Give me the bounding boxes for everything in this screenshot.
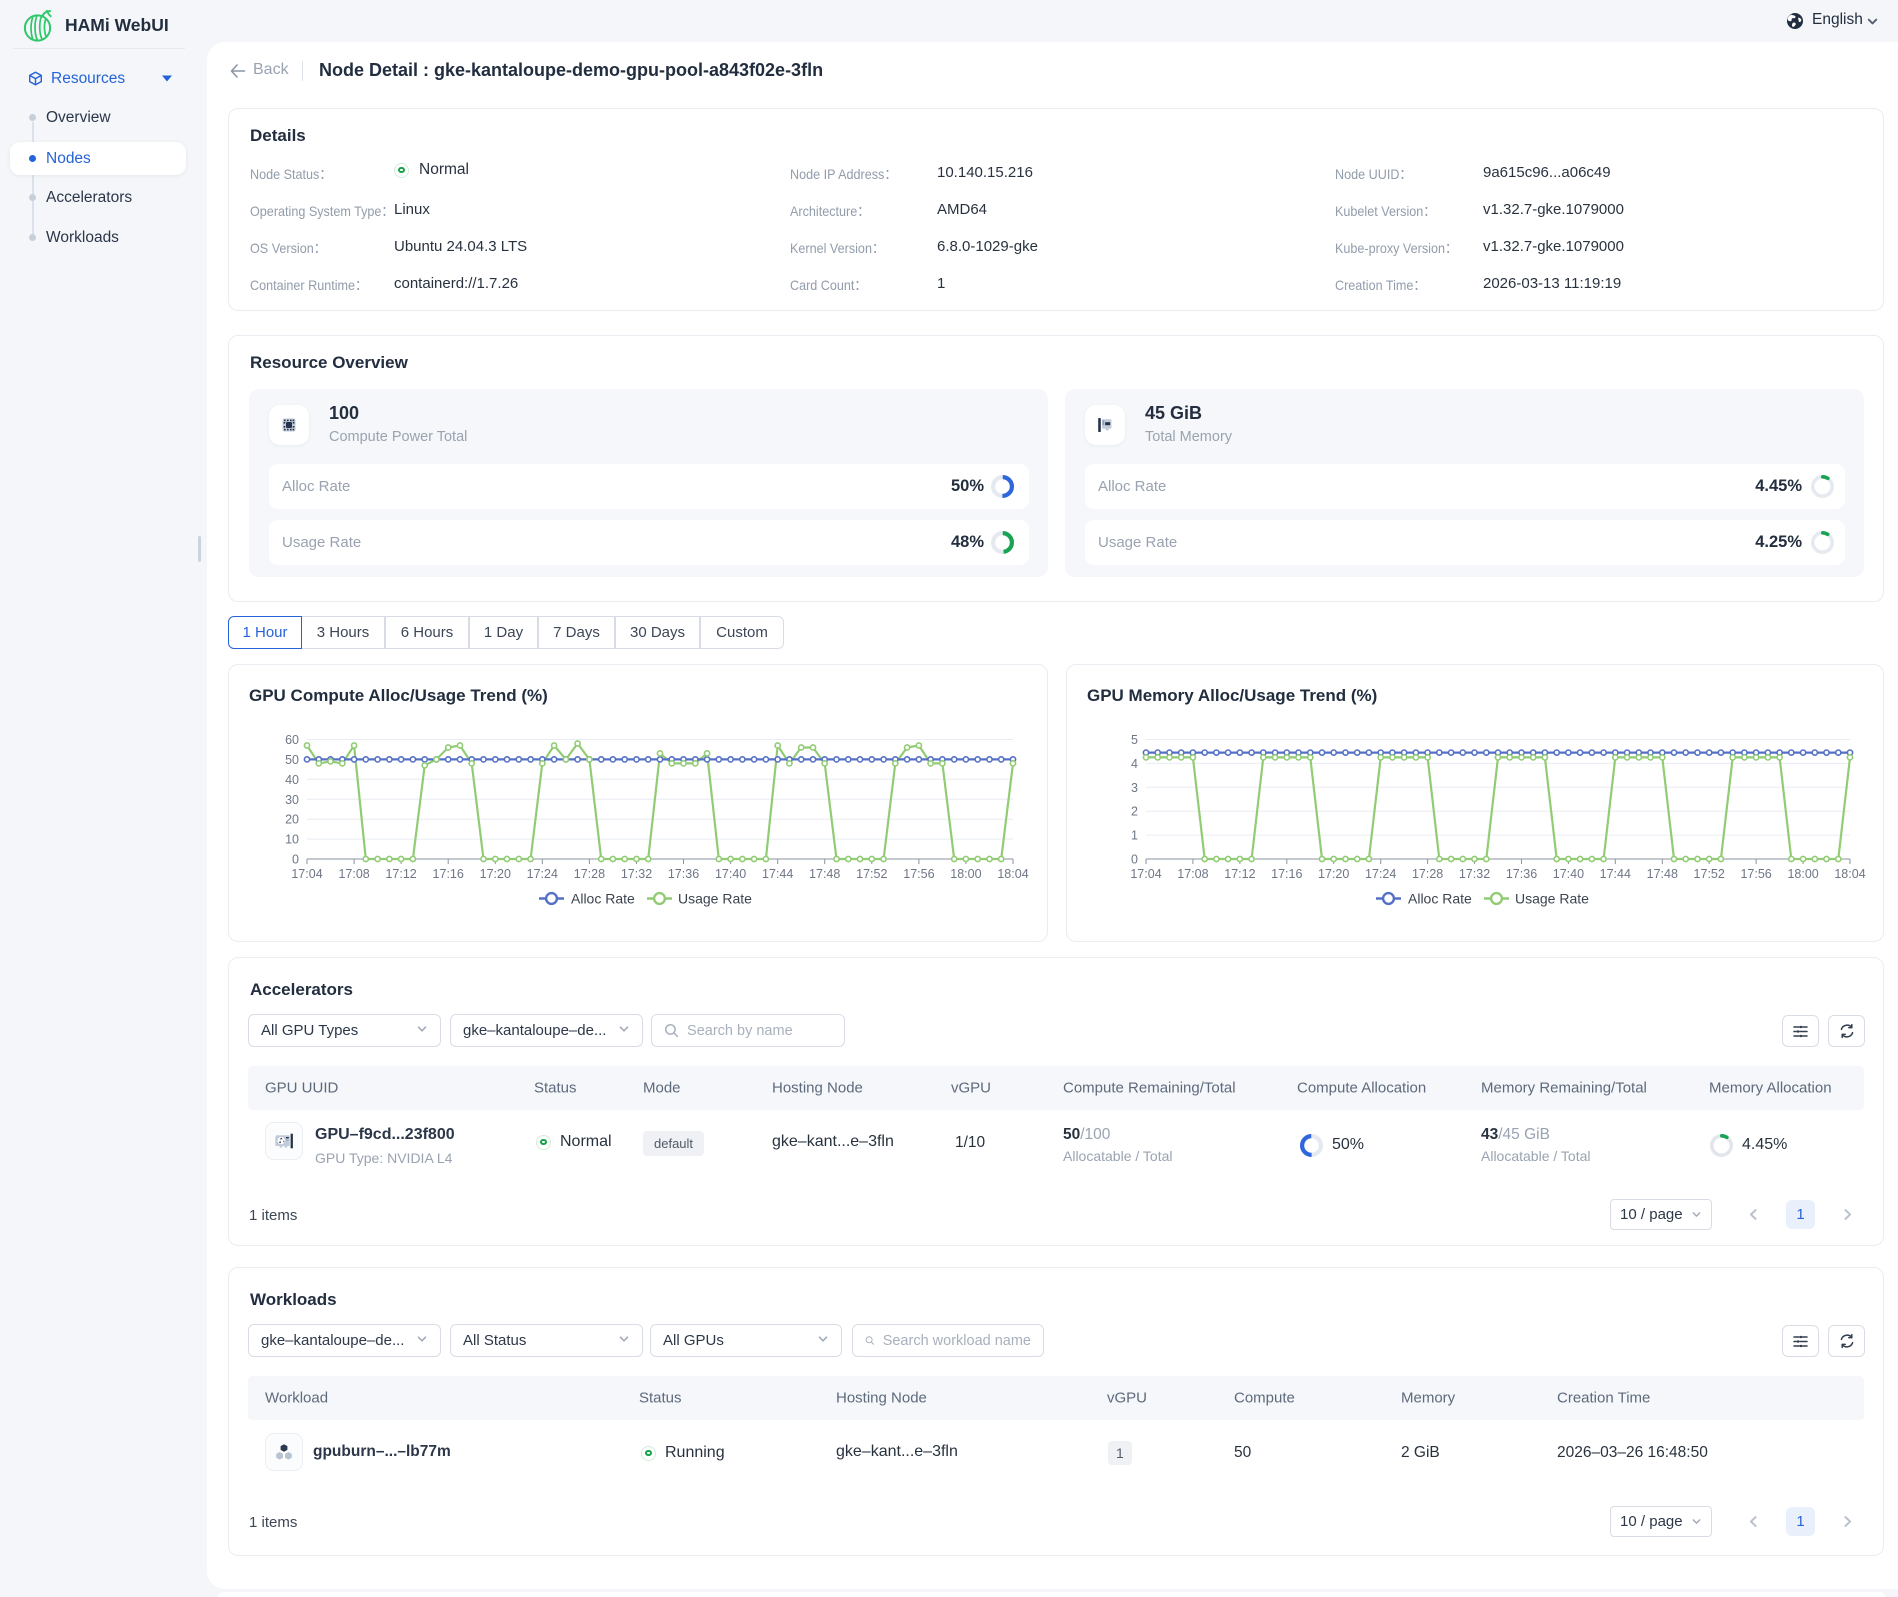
svg-text:17:28: 17:28 bbox=[1412, 867, 1443, 881]
svg-text:0: 0 bbox=[292, 853, 299, 867]
svg-text:50: 50 bbox=[285, 753, 299, 767]
svg-text:4: 4 bbox=[1131, 757, 1138, 771]
svg-text:3: 3 bbox=[1131, 781, 1138, 795]
svg-text:18:00: 18:00 bbox=[1787, 867, 1818, 881]
svg-text:Usage Rate: Usage Rate bbox=[678, 891, 752, 907]
svg-text:17:08: 17:08 bbox=[1177, 867, 1208, 881]
svg-text:17:24: 17:24 bbox=[1365, 867, 1396, 881]
svg-text:20: 20 bbox=[285, 813, 299, 827]
svg-text:17:12: 17:12 bbox=[1224, 867, 1255, 881]
svg-text:17:32: 17:32 bbox=[621, 867, 652, 881]
svg-text:5: 5 bbox=[1131, 733, 1138, 747]
svg-text:30: 30 bbox=[285, 793, 299, 807]
svg-text:Alloc Rate: Alloc Rate bbox=[1408, 891, 1472, 907]
svg-text:17:20: 17:20 bbox=[480, 867, 511, 881]
svg-text:17:16: 17:16 bbox=[433, 867, 464, 881]
svg-text:17:04: 17:04 bbox=[1130, 867, 1161, 881]
svg-text:17:52: 17:52 bbox=[1694, 867, 1725, 881]
svg-text:17:28: 17:28 bbox=[574, 867, 605, 881]
svg-text:0: 0 bbox=[1131, 853, 1138, 867]
svg-text:40: 40 bbox=[285, 773, 299, 787]
svg-text:17:36: 17:36 bbox=[668, 867, 699, 881]
svg-text:10: 10 bbox=[285, 833, 299, 847]
svg-text:17:56: 17:56 bbox=[1740, 867, 1771, 881]
svg-text:17:16: 17:16 bbox=[1271, 867, 1302, 881]
svg-text:17:04: 17:04 bbox=[291, 867, 322, 881]
svg-text:17:36: 17:36 bbox=[1506, 867, 1537, 881]
svg-text:1: 1 bbox=[1131, 829, 1138, 843]
svg-text:60: 60 bbox=[285, 733, 299, 747]
svg-text:17:44: 17:44 bbox=[1600, 867, 1631, 881]
svg-text:17:44: 17:44 bbox=[762, 867, 793, 881]
svg-text:17:40: 17:40 bbox=[1553, 867, 1584, 881]
svg-text:Alloc Rate: Alloc Rate bbox=[571, 891, 635, 907]
svg-text:17:08: 17:08 bbox=[338, 867, 369, 881]
svg-text:17:20: 17:20 bbox=[1318, 867, 1349, 881]
svg-text:17:52: 17:52 bbox=[856, 867, 887, 881]
svg-text:17:12: 17:12 bbox=[385, 867, 416, 881]
svg-text:17:48: 17:48 bbox=[809, 867, 840, 881]
svg-text:18:04: 18:04 bbox=[1834, 867, 1865, 881]
svg-text:Usage Rate: Usage Rate bbox=[1515, 891, 1589, 907]
svg-text:17:56: 17:56 bbox=[903, 867, 934, 881]
svg-text:17:48: 17:48 bbox=[1647, 867, 1678, 881]
svg-text:17:24: 17:24 bbox=[527, 867, 558, 881]
svg-text:18:00: 18:00 bbox=[950, 867, 981, 881]
svg-text:17:32: 17:32 bbox=[1459, 867, 1490, 881]
svg-text:18:04: 18:04 bbox=[997, 867, 1028, 881]
svg-text:2: 2 bbox=[1131, 805, 1138, 819]
svg-text:17:40: 17:40 bbox=[715, 867, 746, 881]
